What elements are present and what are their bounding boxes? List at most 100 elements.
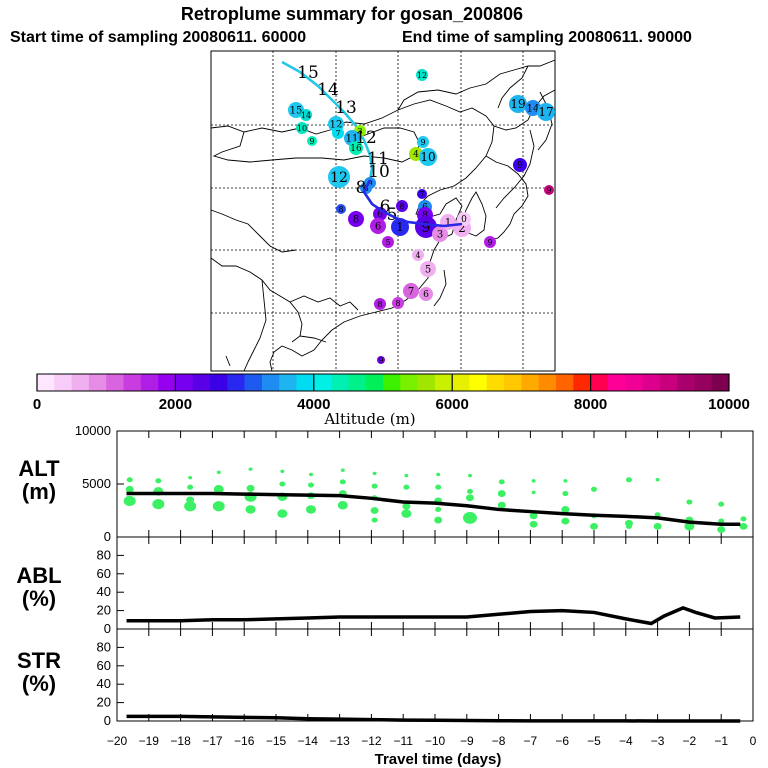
scatter-point (531, 479, 536, 483)
cluster-dot (417, 189, 427, 199)
x-tick-label: −13 (329, 734, 350, 748)
colorbar-tick-label: 4000 (297, 396, 330, 413)
altitude-colorbar: 0 2000 4000 6000 8000 10000 Altitude (m) (33, 373, 750, 428)
colorbar-cell (54, 374, 72, 391)
scatter-point (213, 485, 224, 494)
cluster-dot-label: 6 (375, 222, 381, 233)
x-tick-label: −11 (393, 734, 413, 748)
cluster-dot-label: 10 (420, 150, 435, 164)
cluster-dot-label: 1 (396, 220, 404, 234)
day-label: 10 (368, 162, 390, 182)
scatter-point (497, 501, 506, 509)
x-tick-label: −2 (683, 734, 697, 748)
colorbar-cell (711, 374, 730, 391)
scatter-point (655, 478, 660, 482)
colorbar-cell (486, 374, 505, 391)
scatter-point (246, 484, 255, 492)
scatter-point (277, 509, 288, 518)
series-line (126, 714, 741, 723)
cluster-dot-label: 8 (395, 299, 400, 308)
str-panel-unit: (%) (22, 671, 56, 696)
cluster-dot (336, 204, 346, 214)
cluster-dot-label: 0 (461, 215, 467, 225)
scatter-point (126, 477, 133, 483)
cluster-dot-label: 9 (487, 238, 492, 247)
cluster-dot-label: 6 (423, 290, 429, 300)
scatter-point (498, 479, 505, 485)
scatter-point (337, 500, 348, 510)
scatter-point (371, 483, 378, 489)
cluster-dot-label: 9 (309, 137, 314, 146)
colorbar-cell (140, 374, 159, 391)
cluster-dot-label: 8 (353, 215, 359, 226)
cluster-dot (332, 127, 344, 139)
scatter-point (152, 499, 165, 510)
y-tick-label: 0 (104, 621, 111, 636)
colorbar-cell (123, 374, 142, 391)
alt-panel-label: ALT (18, 456, 60, 481)
day-label: 15 (297, 63, 319, 83)
x-tick-label: 0 (750, 734, 757, 748)
colorbar-tick-label: 6000 (436, 396, 469, 413)
colorbar-label: Altitude (m) (323, 410, 415, 428)
cluster-dot-label: 16 (350, 144, 362, 154)
cluster-dot (420, 261, 436, 277)
day-label: 12 (355, 128, 377, 148)
cluster-dot-label: 14 (301, 111, 311, 120)
cluster-dot (377, 356, 385, 364)
colorbar-cell (659, 374, 678, 391)
scatter-point (212, 501, 225, 512)
colorbar-cell (106, 374, 124, 391)
y-tick-label: 80 (97, 547, 111, 562)
scatter-point (187, 484, 194, 490)
colorbar-cell (677, 374, 695, 391)
x-tick-label: −14 (298, 734, 319, 748)
cluster-dot (417, 136, 429, 148)
cluster-dot-label: 9 (367, 179, 372, 188)
day-label: 14 (317, 80, 339, 100)
y-tick-label: 40 (97, 584, 111, 599)
scatter-point (467, 473, 472, 478)
scatter-point (717, 526, 726, 533)
scatter-point (653, 523, 662, 530)
cluster-dot (300, 109, 312, 121)
y-tick-label: 0 (104, 529, 111, 544)
scatter-point (216, 470, 221, 475)
x-tick-label: −1 (714, 734, 728, 748)
colorbar-cell (556, 374, 574, 391)
cluster-dot-label: 7 (408, 287, 414, 298)
scatter-point (372, 471, 377, 476)
x-tick-label: −18 (170, 734, 191, 748)
scatter-point (625, 523, 632, 529)
cluster-dot (349, 141, 363, 155)
day-label: 8 (356, 178, 367, 198)
cluster-dot (328, 166, 350, 188)
colorbar-cell (331, 374, 349, 391)
cluster-dot-label: 7 (419, 190, 424, 199)
cluster-dot (296, 122, 308, 134)
cluster-dot-label: 1 (445, 218, 451, 229)
panel-frame (116, 536, 754, 630)
scatter-point (718, 518, 725, 524)
cluster-dot-label: 12 (330, 170, 348, 186)
scatter-point (245, 505, 256, 514)
cluster-dot (509, 95, 527, 113)
start-time-label: Start time of sampling 20080611. 60000 (10, 29, 306, 46)
colorbar-cells (37, 374, 730, 391)
cluster-dot (391, 218, 409, 236)
median-altitude-line (126, 491, 741, 527)
x-tick-label: −9 (460, 734, 474, 748)
scatter-point (279, 481, 286, 487)
scatter-point (435, 506, 442, 512)
day-label: 13 (335, 98, 357, 118)
scatter-point (462, 511, 477, 524)
colorbar-cell (279, 374, 297, 391)
colorbar-cell (227, 374, 245, 391)
cluster-dot-label: 8 (338, 205, 343, 214)
colorbar-cell (383, 374, 401, 391)
scatter-point (123, 495, 136, 507)
cluster-dot-label: 8 (399, 202, 404, 211)
scatter-point (339, 479, 346, 485)
